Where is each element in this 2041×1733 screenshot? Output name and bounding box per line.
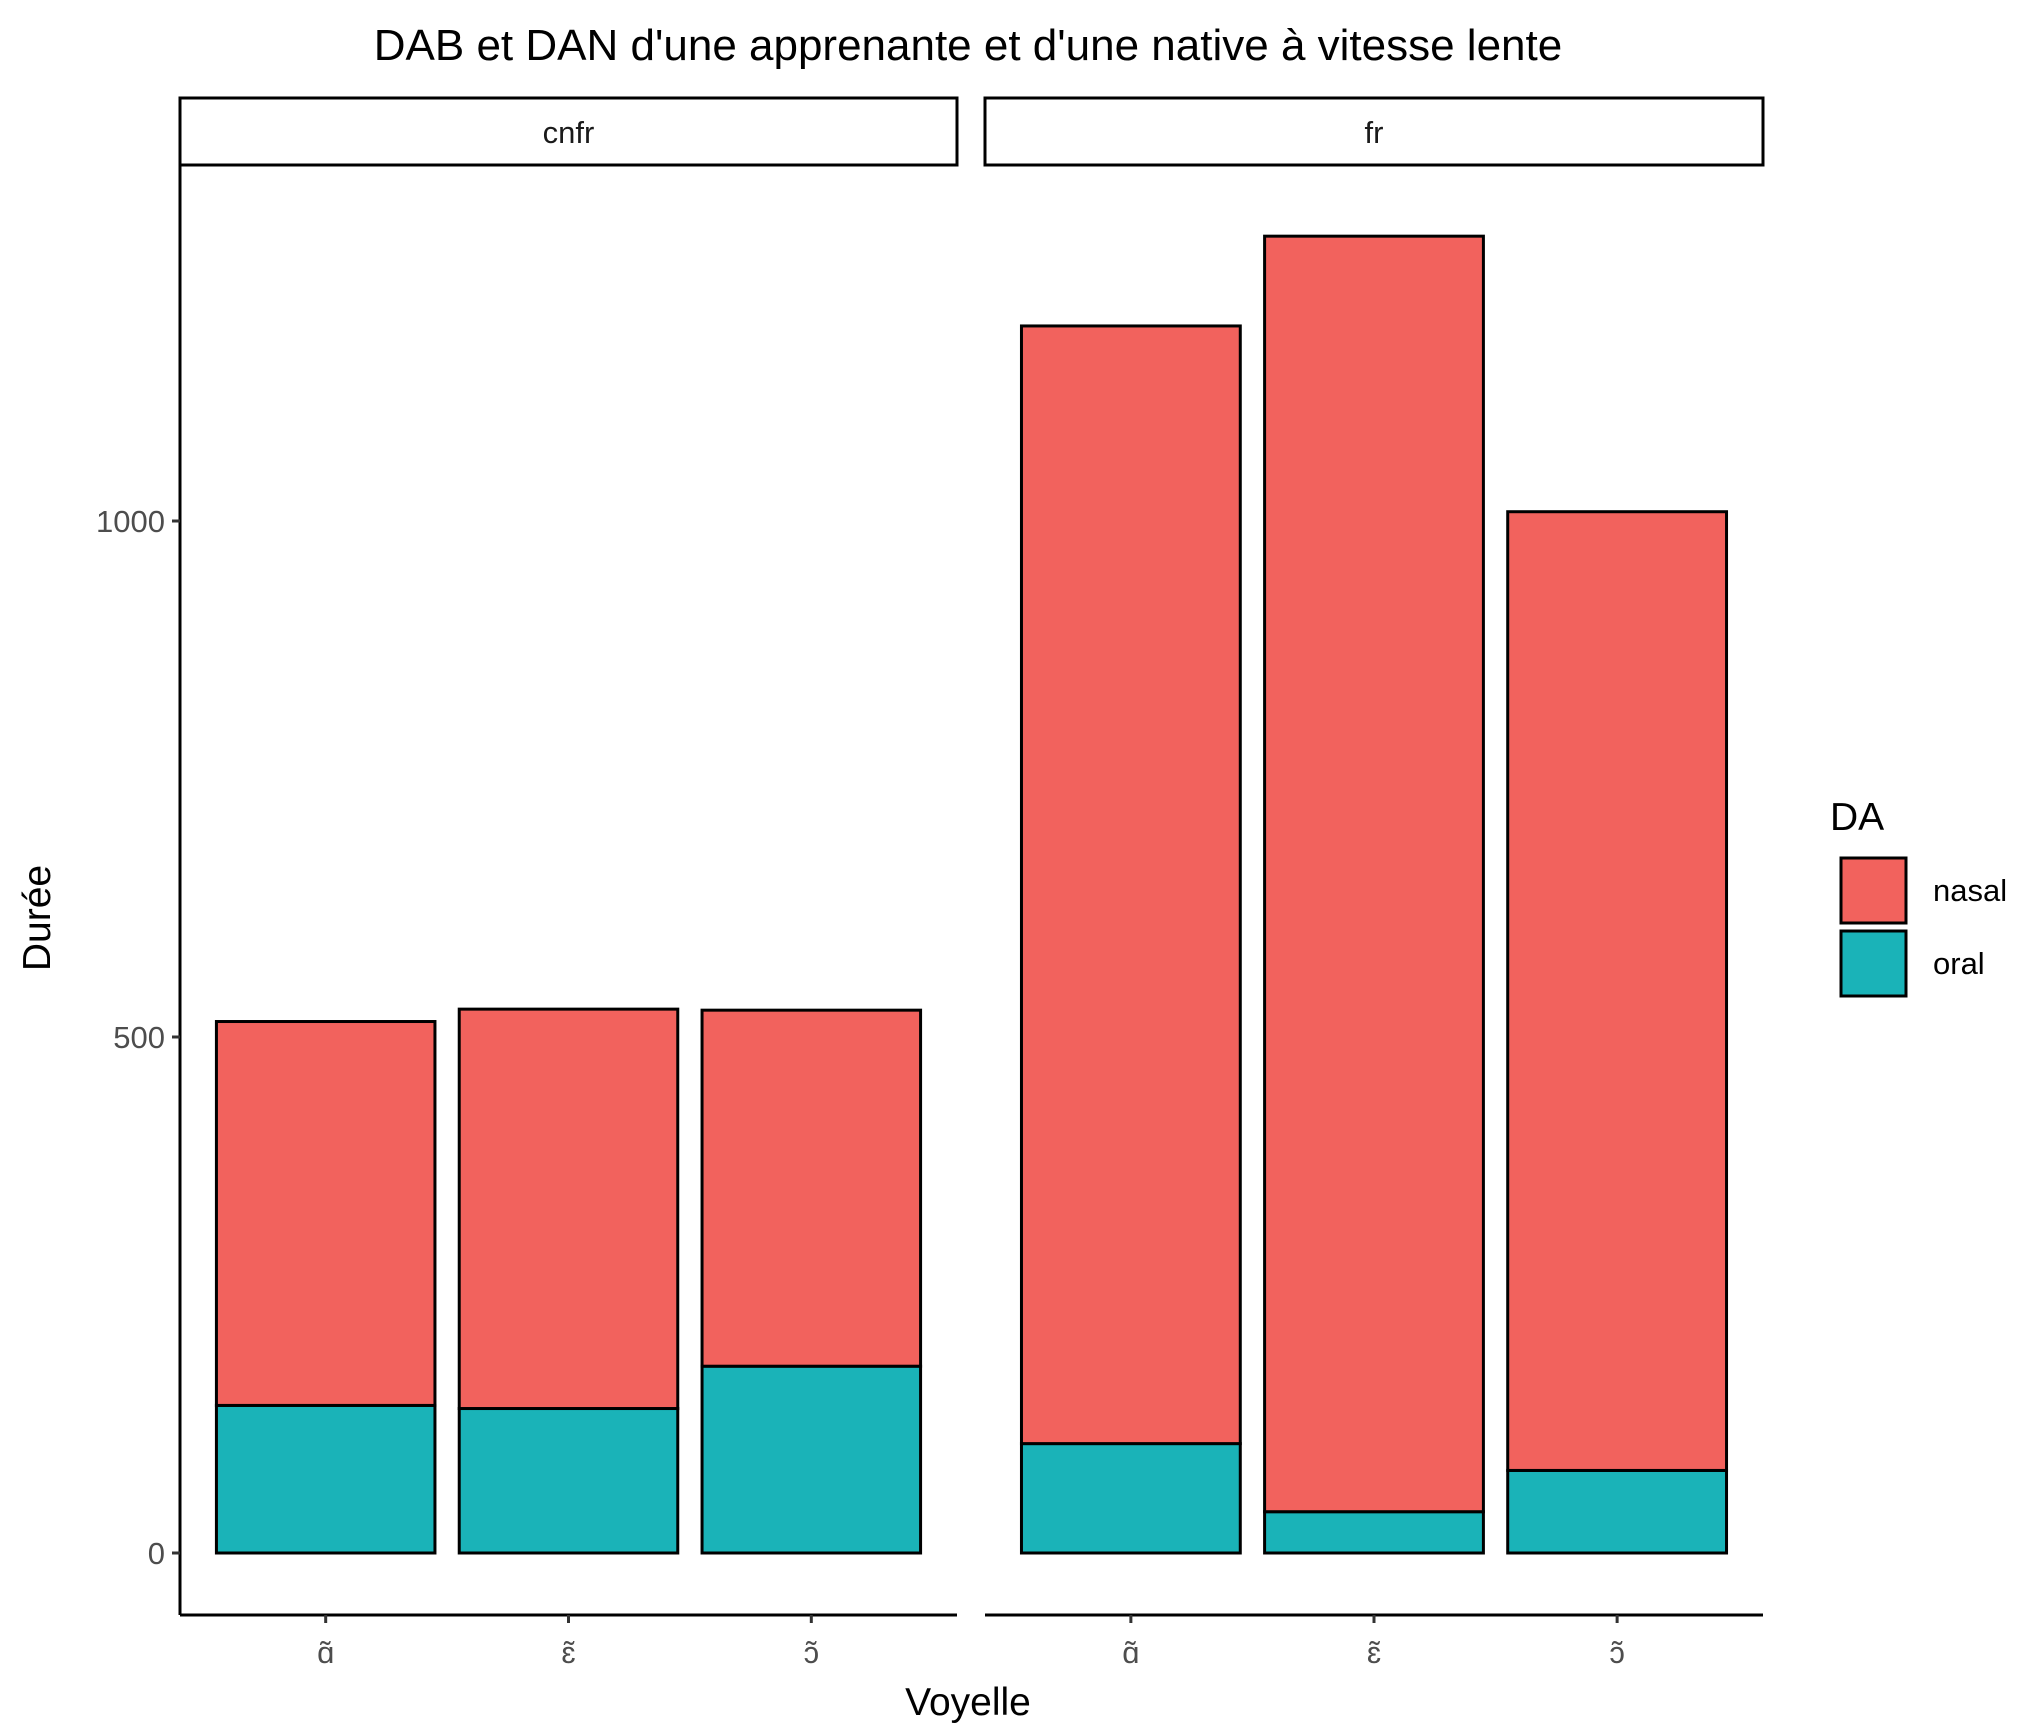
bar-fr-oral-3 xyxy=(1506,1468,1729,1555)
facet-strip-label: cnfr xyxy=(543,115,595,150)
bar-fr-nasal-3 xyxy=(1506,510,1729,1472)
legend: DA nasal oral xyxy=(1830,796,2007,998)
bar-fr-oral-1 xyxy=(1019,1442,1242,1555)
y-axis-title: Durée xyxy=(16,865,59,971)
bar-fr-oral-2 xyxy=(1263,1510,1485,1555)
y-tick-label: 0 xyxy=(148,1536,165,1571)
facet-panel-fr: fr ɑ̃ ɛ̃ ɔ̃ xyxy=(983,96,1765,1670)
x-tick-label: ɑ̃ xyxy=(1122,1635,1139,1670)
legend-label-nasal: nasal xyxy=(1933,873,2007,908)
facet-panels: cnfr ɑ̃ ɛ̃ ɔ̃ fr ɑ̃ ɛ̃ ɔ̃ xyxy=(178,96,1765,1670)
bar-cnfr-nasal-2 xyxy=(457,1007,680,1411)
bar-cnfr-nasal-1 xyxy=(214,1020,437,1407)
bar-fr-nasal-1 xyxy=(1019,324,1242,1446)
legend-label-oral: oral xyxy=(1933,946,1985,981)
facet-strip-cnfr xyxy=(178,96,959,167)
y-axis: 0 500 1000 xyxy=(96,165,182,1615)
y-tick-label: 1000 xyxy=(96,504,165,539)
x-tick-label: ɔ̃ xyxy=(804,1635,820,1670)
x-tick-label: ɛ̃ xyxy=(561,1635,575,1670)
facet-panel-cnfr: cnfr ɑ̃ ɛ̃ ɔ̃ xyxy=(178,96,959,1670)
bar-cnfr-oral-1 xyxy=(214,1403,437,1555)
facet-strip-fr xyxy=(983,96,1765,167)
bar-fr-nasal-2 xyxy=(1263,234,1485,1514)
bar-cnfr-nasal-3 xyxy=(700,1008,923,1368)
bar-cnfr-oral-2 xyxy=(457,1407,680,1555)
x-tick-label: ɔ̃ xyxy=(1609,1635,1625,1670)
y-tick-label: 500 xyxy=(113,1020,165,1055)
legend-swatch-nasal xyxy=(1839,856,1908,925)
x-tick-label: ɛ̃ xyxy=(1367,1635,1381,1670)
facet-strip-label: fr xyxy=(1365,115,1384,150)
legend-swatch-oral xyxy=(1839,929,1908,998)
x-tick-label: ɑ̃ xyxy=(317,1635,334,1670)
bar-cnfr-oral-3 xyxy=(700,1364,923,1555)
legend-title: DA xyxy=(1830,796,1884,839)
chart-title: DAB et DAN d'une apprenante et d'une nat… xyxy=(374,21,1562,70)
x-axis-title: Voyelle xyxy=(905,1681,1031,1724)
